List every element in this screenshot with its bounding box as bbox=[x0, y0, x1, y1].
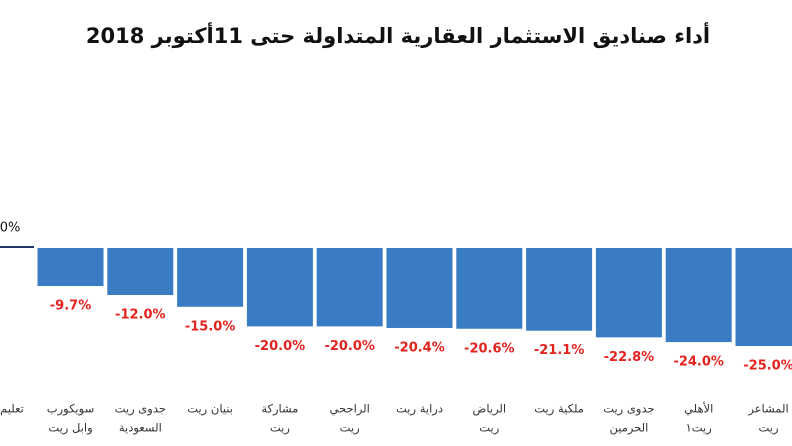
x-tick-label: الحرمين bbox=[609, 421, 648, 436]
data-label: -12.0% bbox=[115, 308, 166, 323]
x-tick-label: تعليم bbox=[0, 402, 24, 416]
data-label: 0% bbox=[0, 221, 20, 236]
bar bbox=[246, 248, 313, 327]
data-label: -20.4% bbox=[394, 340, 445, 355]
x-tick-label: ريت١ bbox=[686, 421, 712, 436]
x-tick-label: ملكية ريت bbox=[534, 402, 584, 417]
data-label: -24.0% bbox=[673, 355, 724, 370]
bar bbox=[735, 248, 792, 346]
data-label: -25.0% bbox=[743, 359, 792, 374]
chart-title: أداء صناديق الاستثمار العقارية المتداولة… bbox=[86, 21, 710, 48]
x-tick-label: مشاركة bbox=[261, 402, 298, 417]
x-tick-label: بنيان ريت bbox=[187, 402, 233, 417]
x-tick-label: الرياض bbox=[472, 402, 506, 417]
data-label: -22.8% bbox=[604, 350, 655, 365]
x-tick-label: ريت bbox=[479, 421, 499, 436]
data-label: -21.1% bbox=[534, 343, 585, 358]
bar bbox=[37, 248, 104, 287]
bar bbox=[107, 248, 174, 296]
x-tick-label: سويكورب bbox=[47, 402, 94, 417]
bar bbox=[665, 248, 732, 343]
x-tick-label: الأهلي bbox=[684, 402, 713, 416]
bar bbox=[316, 248, 383, 327]
data-label: -15.0% bbox=[185, 319, 236, 334]
bar bbox=[386, 248, 453, 328]
data-label: -9.7% bbox=[50, 299, 91, 314]
x-tick-label: ريت bbox=[758, 421, 778, 436]
bar bbox=[526, 248, 593, 331]
bar bbox=[595, 248, 662, 338]
bar bbox=[177, 248, 244, 307]
x-tick-label: المشاعر bbox=[747, 402, 788, 417]
x-tick-label: ريت bbox=[270, 421, 290, 436]
x-tick-label: وابل ريت bbox=[48, 421, 92, 436]
x-tick-label: السعودية bbox=[119, 421, 162, 436]
x-tick-label: الراجحي bbox=[330, 402, 370, 417]
bar bbox=[456, 248, 523, 329]
x-tick-label: جدوى ريت bbox=[603, 402, 654, 417]
data-label: -20.0% bbox=[324, 339, 375, 354]
data-label: -20.6% bbox=[464, 341, 515, 356]
x-tick-label: ريت bbox=[340, 421, 360, 436]
data-label: -20.0% bbox=[255, 339, 306, 354]
x-tick-label: دراية ريت bbox=[396, 402, 443, 417]
x-tick-label: جدوى ريت bbox=[115, 402, 166, 417]
